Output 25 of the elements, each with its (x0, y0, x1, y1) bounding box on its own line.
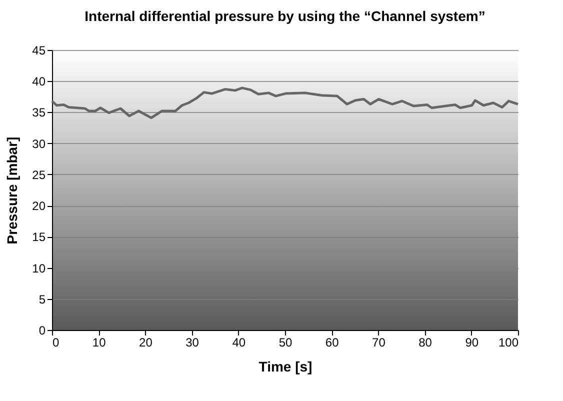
line-series (50, 86, 520, 120)
y-axis-title: Pressure [mbar] (4, 136, 20, 244)
x-tick-label: 90 (465, 336, 479, 350)
y-tick-label: 30 (32, 136, 46, 151)
y-tick-label: 10 (32, 261, 46, 276)
y-tick-label: 45 (32, 44, 46, 58)
x-tick-label: 30 (186, 336, 200, 350)
x-tick-label: 40 (232, 336, 246, 350)
y-tick-label: 25 (32, 168, 46, 182)
x-axis-title: Time [s] (258, 358, 312, 374)
x-tick-label: 70 (372, 336, 386, 350)
x-tick-label: 80 (418, 336, 432, 350)
y-tick-label: 20 (32, 199, 46, 214)
x-tick-label: 0 (52, 336, 60, 350)
x-tick-label: 20 (139, 336, 153, 350)
y-tick-label: 15 (32, 230, 46, 244)
x-tick-label: 50 (278, 336, 292, 350)
y-tick-label: 5 (38, 292, 46, 306)
y-tick-label: 0 (38, 324, 46, 338)
x-tick-label: 10 (92, 336, 106, 350)
x-tick-label: 60 (325, 336, 340, 350)
x-tick-label: 100 (498, 336, 519, 350)
y-tick-label: 35 (32, 106, 46, 120)
y-tick-label: 40 (32, 74, 46, 89)
chart-title: Internal differential pressure by using the “Channel system” (84, 8, 486, 24)
